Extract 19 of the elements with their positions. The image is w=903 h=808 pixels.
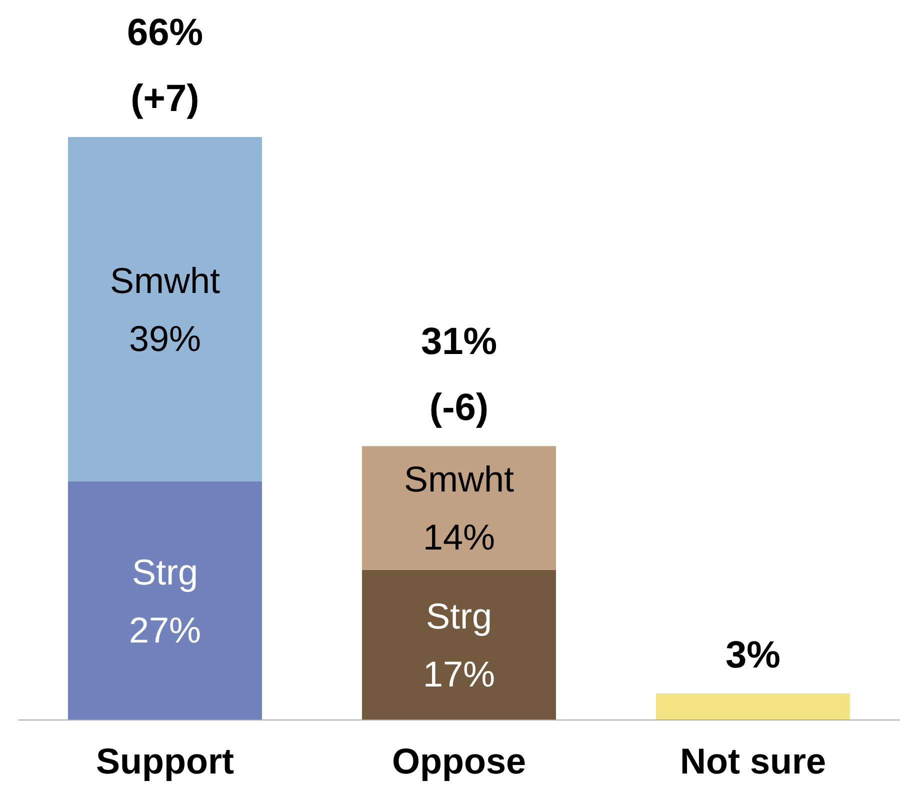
total-label: 3% [726,634,780,676]
bar [362,570,556,720]
series-label: Smwht [404,458,514,500]
total-label: 66% (+7) [126,12,204,120]
x-tick-label: Oppose [392,740,526,782]
data-label: 27% [128,609,202,650]
x-tick-label: Support [96,740,234,782]
text: Strg [132,551,198,592]
total-label: 31% (-6) [420,321,498,430]
x-tick-label: Not sure [680,740,826,782]
data-label: 17% [422,653,496,694]
bar [362,446,556,570]
series-label: Strg [426,595,492,636]
bar [68,137,262,482]
bar [68,482,262,720]
data-label: 39% [128,318,202,359]
text: Smwht [110,260,220,301]
data-label: 14% [422,516,496,558]
bar [656,694,850,720]
